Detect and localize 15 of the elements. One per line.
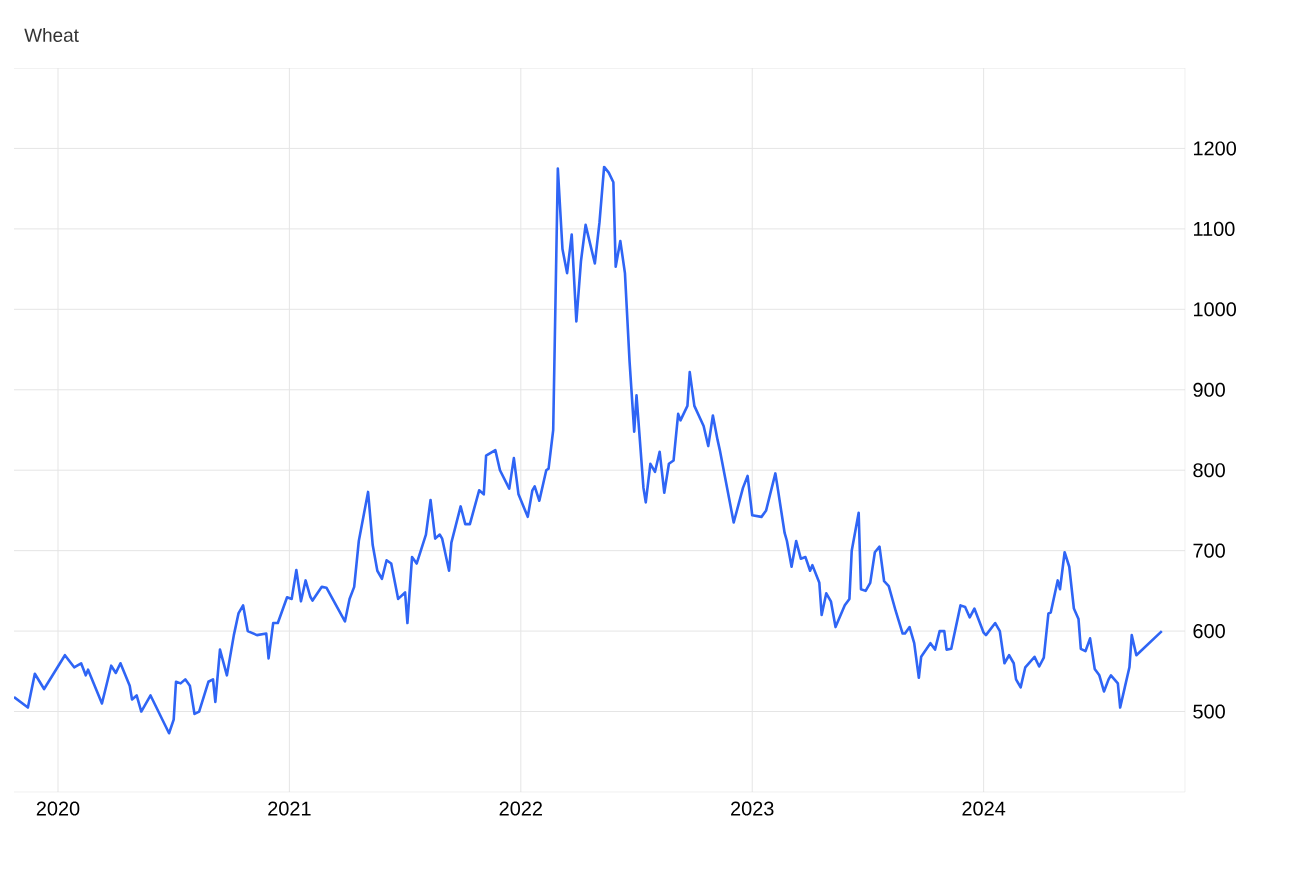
x-tick-label: 2020 (36, 801, 80, 816)
x-tick-label: 2021 (268, 801, 311, 816)
y-tick-label: 1100 (1194, 221, 1235, 236)
y-tick-label: 500 (1193, 704, 1225, 719)
x-tick-label: 2024 (962, 801, 1006, 816)
y-tick-label: 1200 (1194, 141, 1237, 156)
chart-title: Wheat (24, 28, 79, 42)
y-tick-label: 700 (1193, 543, 1225, 558)
y-tick-label: 1000 (1194, 302, 1237, 317)
line-series (14, 165, 1164, 735)
x-tick-label: 2023 (731, 801, 774, 816)
y-tick-label: 900 (1193, 382, 1225, 397)
y-tick-label: 800 (1193, 463, 1225, 478)
x-tick-label: 2022 (499, 801, 542, 816)
y-tick-label: 600 (1193, 624, 1225, 639)
